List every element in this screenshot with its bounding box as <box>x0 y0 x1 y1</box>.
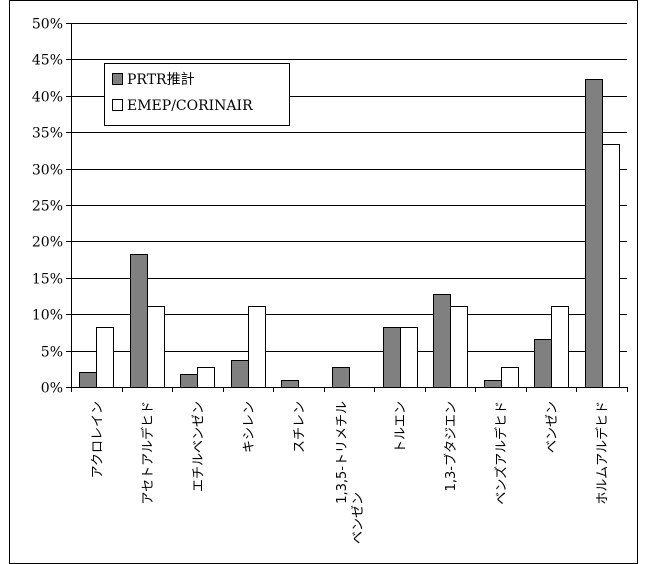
bar-series-2 <box>501 367 519 388</box>
category-label: トルエン <box>394 401 409 453</box>
y-tick-label: 0% <box>41 381 63 397</box>
bar-series-1 <box>332 367 350 388</box>
category-label: アクロレイン <box>90 401 105 478</box>
bar-series-1 <box>383 327 401 388</box>
bar-series-1 <box>180 374 198 388</box>
y-tick-label: 25% <box>32 199 63 215</box>
bar-series-1 <box>585 79 603 388</box>
bar-series-1 <box>231 360 249 388</box>
bar-series-2 <box>96 327 114 388</box>
legend-box <box>104 63 290 126</box>
category-label: アセトアルデヒド <box>140 401 156 505</box>
bar-series-2 <box>197 367 215 388</box>
bars <box>79 79 620 388</box>
y-tick-label: 45% <box>32 53 63 69</box>
category-label: ベンゼン <box>545 401 560 453</box>
legend: PRTR推計 EMEP/CORINAIR <box>104 63 290 126</box>
bar-series-1 <box>130 254 148 388</box>
bar-series-2 <box>147 306 165 388</box>
bar-series-2 <box>602 144 620 388</box>
bar-series-2 <box>450 306 468 388</box>
bar-series-2 <box>400 327 418 388</box>
bar-series-1 <box>79 372 97 388</box>
bar-series-2 <box>551 306 569 388</box>
category-label: スチレン <box>292 401 307 453</box>
y-tick-label: 20% <box>32 235 63 251</box>
legend-label: EMEP/CORINAIR <box>127 98 253 114</box>
y-tick-label: 5% <box>41 345 63 361</box>
category-label: 1,3,5-トリメチルベンゼン <box>335 401 366 544</box>
legend-swatch <box>112 99 123 111</box>
category-label: ホルムアルデヒド <box>595 401 611 505</box>
legend-swatch <box>112 73 123 85</box>
bar-series-2 <box>248 306 266 388</box>
bar-series-1 <box>484 380 502 388</box>
category-label: エチルベンゼン <box>191 401 206 492</box>
y-tick-label: 40% <box>32 90 63 106</box>
category-label: 1,3-ブタジエン <box>443 401 459 491</box>
axes <box>66 23 628 392</box>
y-tick-label: 35% <box>32 126 63 142</box>
y-tick-label: 10% <box>32 308 63 324</box>
y-tick-label: 30% <box>32 163 63 179</box>
legend-label: PRTR推計 <box>127 72 195 88</box>
y-tick-label: 15% <box>32 272 63 288</box>
category-labels: アクロレイン アセトアルデヒド エチルベンゼン キシレン スチレン 1,3,5-トリメチル… <box>90 401 610 544</box>
bar-series-1 <box>433 294 451 388</box>
bar-series-1 <box>281 380 299 388</box>
y-tick-label: 50% <box>32 17 63 33</box>
category-label: ベンズアルデヒド <box>494 401 510 505</box>
y-tick-labels: 0% 5% 10% 15% 20% 25% 30% 35% 40% 45% 50% <box>32 17 63 397</box>
bar-series-1 <box>534 339 552 388</box>
category-label: キシレン <box>242 401 257 453</box>
